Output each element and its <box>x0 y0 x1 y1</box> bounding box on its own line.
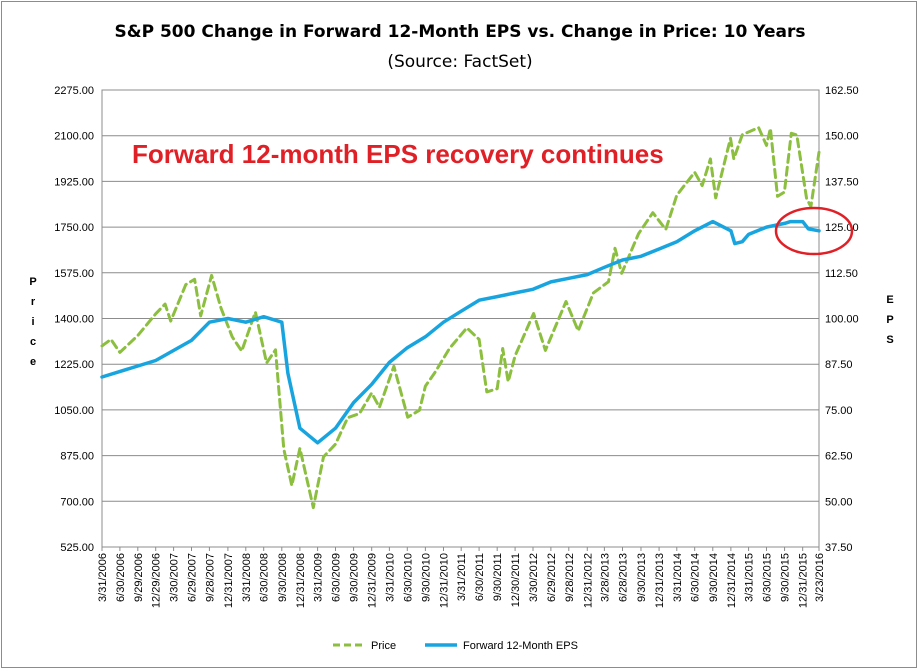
y-tick-label: 1925.00 <box>54 176 94 188</box>
y-tick-label: 2100.00 <box>54 131 94 143</box>
x-tick-label: 12/29/2006 <box>151 553 163 608</box>
x-axis-ticks: 3/31/2006 6/30/2006 9/29/2006 12/29/2006 3/3… <box>97 547 826 608</box>
chart-title: S&P 500 Change in Forward 12-Month EPS v… <box>115 22 806 42</box>
x-tick-label: 3/31/2014 <box>672 553 684 602</box>
y2-tick-label: 75.00 <box>825 405 853 417</box>
x-tick-label: 3/23/2016 <box>814 553 826 602</box>
x-tick-label: 9/28/2012 <box>564 553 576 602</box>
y2-tick-label: 112.50 <box>825 268 858 280</box>
x-tick-label: 9/30/2015 <box>780 553 792 602</box>
x-tick-label: 6/29/2007 <box>187 553 199 602</box>
axis-label-letter: r <box>31 296 36 308</box>
price-series-line <box>100 126 821 510</box>
y2-tick-label: 62.50 <box>825 451 853 463</box>
y-axis-left-ticks: 525.00 700.00 875.00 1050.00 1225.00 1400.00 1… <box>54 85 94 554</box>
x-tick-label: 12/31/2008 <box>295 553 307 608</box>
y2-tick-label: 87.50 <box>825 359 853 371</box>
legend-eps-label: Forward 12-Month EPS <box>463 640 578 652</box>
x-tick-label: 3/31/2015 <box>744 553 756 602</box>
x-tick-label: 6/30/2009 <box>330 553 342 602</box>
y2-tick-label: 50.00 <box>825 496 853 508</box>
x-tick-label: 9/30/2008 <box>277 553 289 602</box>
legend-price-label: Price <box>371 640 396 652</box>
y-tick-label: 525.00 <box>60 542 94 554</box>
axis-label-letter: c <box>30 336 36 348</box>
y-tick-label: 1575.00 <box>54 268 94 280</box>
x-tick-label: 3/31/2010 <box>384 553 396 602</box>
x-tick-label: 6/30/2008 <box>259 553 271 602</box>
x-tick-label: 6/30/2006 <box>115 553 127 602</box>
axis-label-letter: P <box>886 314 893 326</box>
x-tick-label: 9/30/2009 <box>349 553 361 602</box>
y2-tick-label: 137.50 <box>825 176 859 188</box>
axis-label-letter: E <box>886 294 893 306</box>
axis-label-letter: e <box>30 356 36 368</box>
x-tick-label: 12/31/2015 <box>798 553 810 608</box>
x-tick-label: 3/31/2009 <box>313 553 325 602</box>
axis-label-letter: i <box>31 316 34 328</box>
x-tick-label: 6/30/2010 <box>402 553 414 602</box>
x-tick-label: 9/30/2011 <box>492 553 504 601</box>
x-tick-label: 6/29/2012 <box>546 553 558 602</box>
y-tick-label: 1050.00 <box>54 405 94 417</box>
x-tick-label: 12/31/2009 <box>367 553 379 608</box>
y-tick-label: 1225.00 <box>54 359 94 371</box>
y-axis-right-ticks: 37.50 50.00 62.50 75.00 87.50 100.00 112.50 125… <box>825 85 859 554</box>
x-tick-label: 3/30/2012 <box>528 553 540 602</box>
x-tick-label: 9/28/2007 <box>204 553 216 602</box>
legend: Price Forward 12-Month EPS <box>333 640 578 652</box>
y-tick-label: 2275.00 <box>54 85 94 97</box>
x-tick-label: 3/30/2007 <box>169 553 181 602</box>
axis-label-letter: S <box>886 334 893 346</box>
x-tick-label: 12/31/2007 <box>223 553 235 608</box>
x-tick-label: 6/30/2014 <box>690 553 702 602</box>
annotation-circle <box>774 206 854 256</box>
y2-tick-label: 162.50 <box>825 85 859 97</box>
y-tick-label: 1400.00 <box>54 314 94 326</box>
y-tick-label: 1750.00 <box>54 222 94 234</box>
eps-series-line <box>100 219 821 445</box>
y-tick-label: 700.00 <box>60 496 94 508</box>
series-layer <box>100 126 821 510</box>
x-tick-label: 9/30/2010 <box>420 553 432 602</box>
axis-label-letter: P <box>29 276 36 288</box>
x-tick-label: 6/28/2013 <box>617 553 629 602</box>
x-tick-label: 12/30/2011 <box>510 553 522 607</box>
chart-subtitle: (Source: FactSet) <box>387 52 532 72</box>
x-tick-label: 9/30/2013 <box>636 553 648 602</box>
x-tick-label: 12/31/2012 <box>582 553 594 608</box>
x-tick-label: 3/28/2013 <box>599 553 611 602</box>
x-tick-label: 9/30/2014 <box>708 553 720 602</box>
y-axis-left-label: Price <box>29 276 36 368</box>
x-tick-label: 12/31/2013 <box>654 553 666 608</box>
x-tick-label: 3/31/2006 <box>97 553 109 602</box>
x-tick-label: 3/31/2011 <box>456 553 468 601</box>
x-tick-label: 3/31/2008 <box>241 553 253 602</box>
annotation-text: Forward 12-month EPS recovery continues <box>132 139 664 169</box>
y2-tick-label: 125.00 <box>825 222 859 234</box>
y-axis-right-label: EPS <box>886 294 893 346</box>
y2-tick-label: 37.50 <box>825 542 853 554</box>
x-tick-label: 6/30/2011 <box>474 553 486 601</box>
y-tick-label: 875.00 <box>60 451 94 463</box>
x-tick-label: 6/30/2015 <box>761 553 773 602</box>
y2-tick-label: 100.00 <box>825 314 859 326</box>
y2-tick-label: 150.00 <box>825 131 859 143</box>
x-tick-label: 12/31/2014 <box>726 553 738 608</box>
x-tick-label: 9/29/2006 <box>133 553 145 602</box>
x-tick-label: 12/31/2010 <box>438 553 450 608</box>
